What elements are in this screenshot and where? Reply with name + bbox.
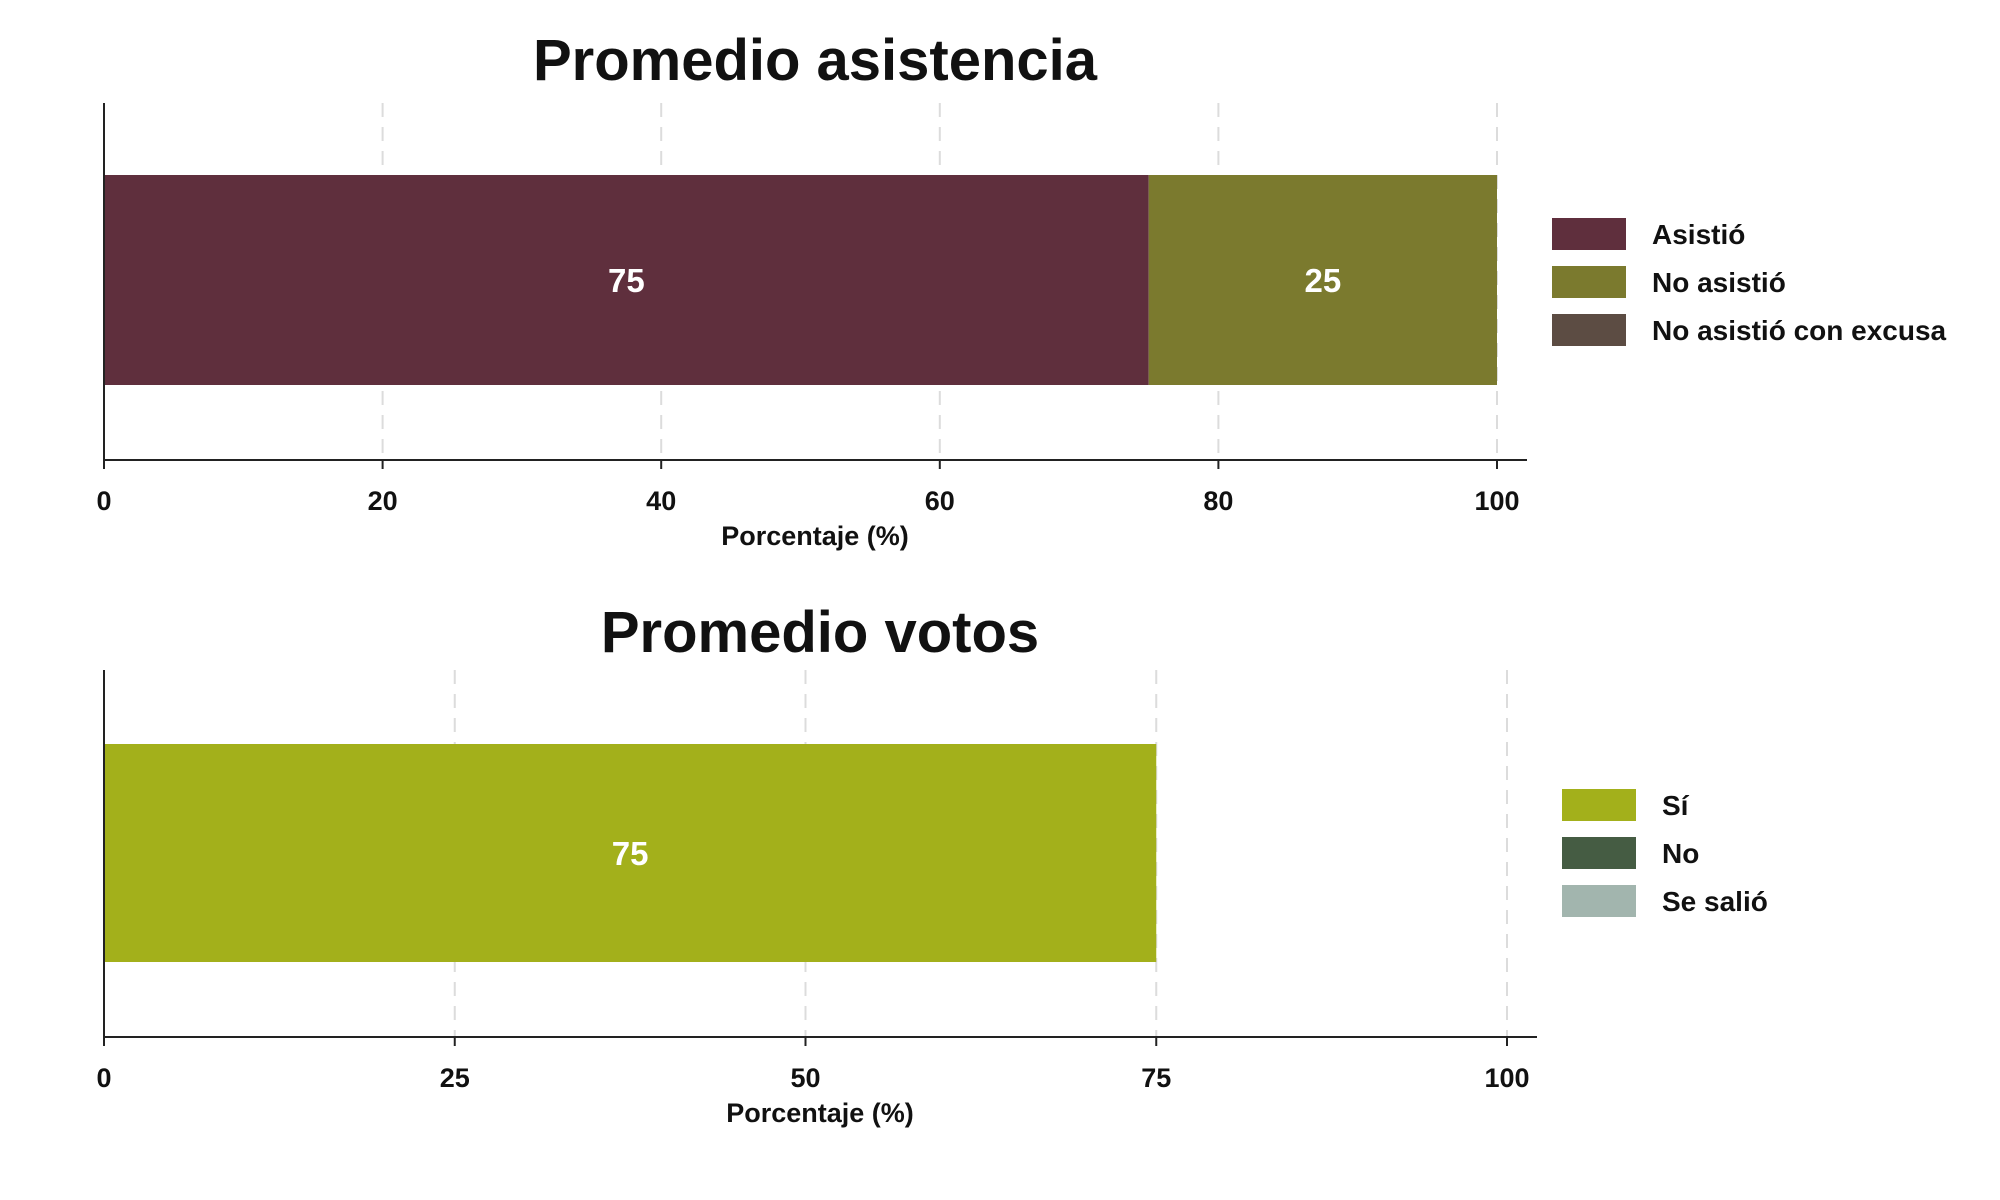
bar-segment: [1148, 175, 1497, 385]
x-axis-label: Porcentaje (%): [721, 521, 909, 551]
chart-title: Promedio asistencia: [533, 28, 1098, 93]
x-tick-label: 0: [96, 486, 111, 516]
legend-swatch: [1552, 314, 1626, 346]
x-tick-label: 0: [96, 1063, 111, 1093]
legend-label: Sí: [1662, 790, 1690, 821]
bar-segment: [104, 175, 1149, 385]
x-tick-label: 50: [790, 1063, 820, 1093]
x-tick-label: 60: [925, 486, 955, 516]
legend-label: No: [1662, 838, 1699, 869]
bar-value-label: 25: [1305, 262, 1342, 299]
legend-label: Se salió: [1662, 886, 1768, 917]
bar-segment: [104, 744, 1157, 962]
legend-swatch: [1562, 837, 1636, 869]
legend-swatch: [1552, 218, 1626, 250]
legend-swatch: [1552, 266, 1626, 298]
x-tick-label: 25: [440, 1063, 470, 1093]
votes-chart: Promedio votos 75 0 25 50 75 100 Porcentaje …: [96, 600, 1767, 1128]
legend-swatch: [1562, 885, 1636, 917]
x-tick-label: 100: [1484, 1063, 1529, 1093]
bar-value-label: 75: [608, 262, 645, 299]
legend-label: No asistió: [1652, 267, 1786, 298]
x-tick-label: 80: [1203, 486, 1233, 516]
x-tick-label: 20: [368, 486, 398, 516]
x-axis-label: Porcentaje (%): [726, 1098, 914, 1128]
legend-label: Asistió: [1652, 219, 1745, 250]
x-tick-label: 40: [646, 486, 676, 516]
bar-value-label: 75: [612, 835, 649, 872]
legend-swatch: [1562, 789, 1636, 821]
x-tick-label: 100: [1474, 486, 1519, 516]
x-tick-label: 75: [1141, 1063, 1171, 1093]
legend-label: No asistió con excusa: [1652, 315, 1947, 346]
attendance-chart: Promedio asistencia 75 25 0 20 40 60 80 100 Po…: [96, 28, 1946, 551]
chart-title: Promedio votos: [601, 600, 1039, 665]
